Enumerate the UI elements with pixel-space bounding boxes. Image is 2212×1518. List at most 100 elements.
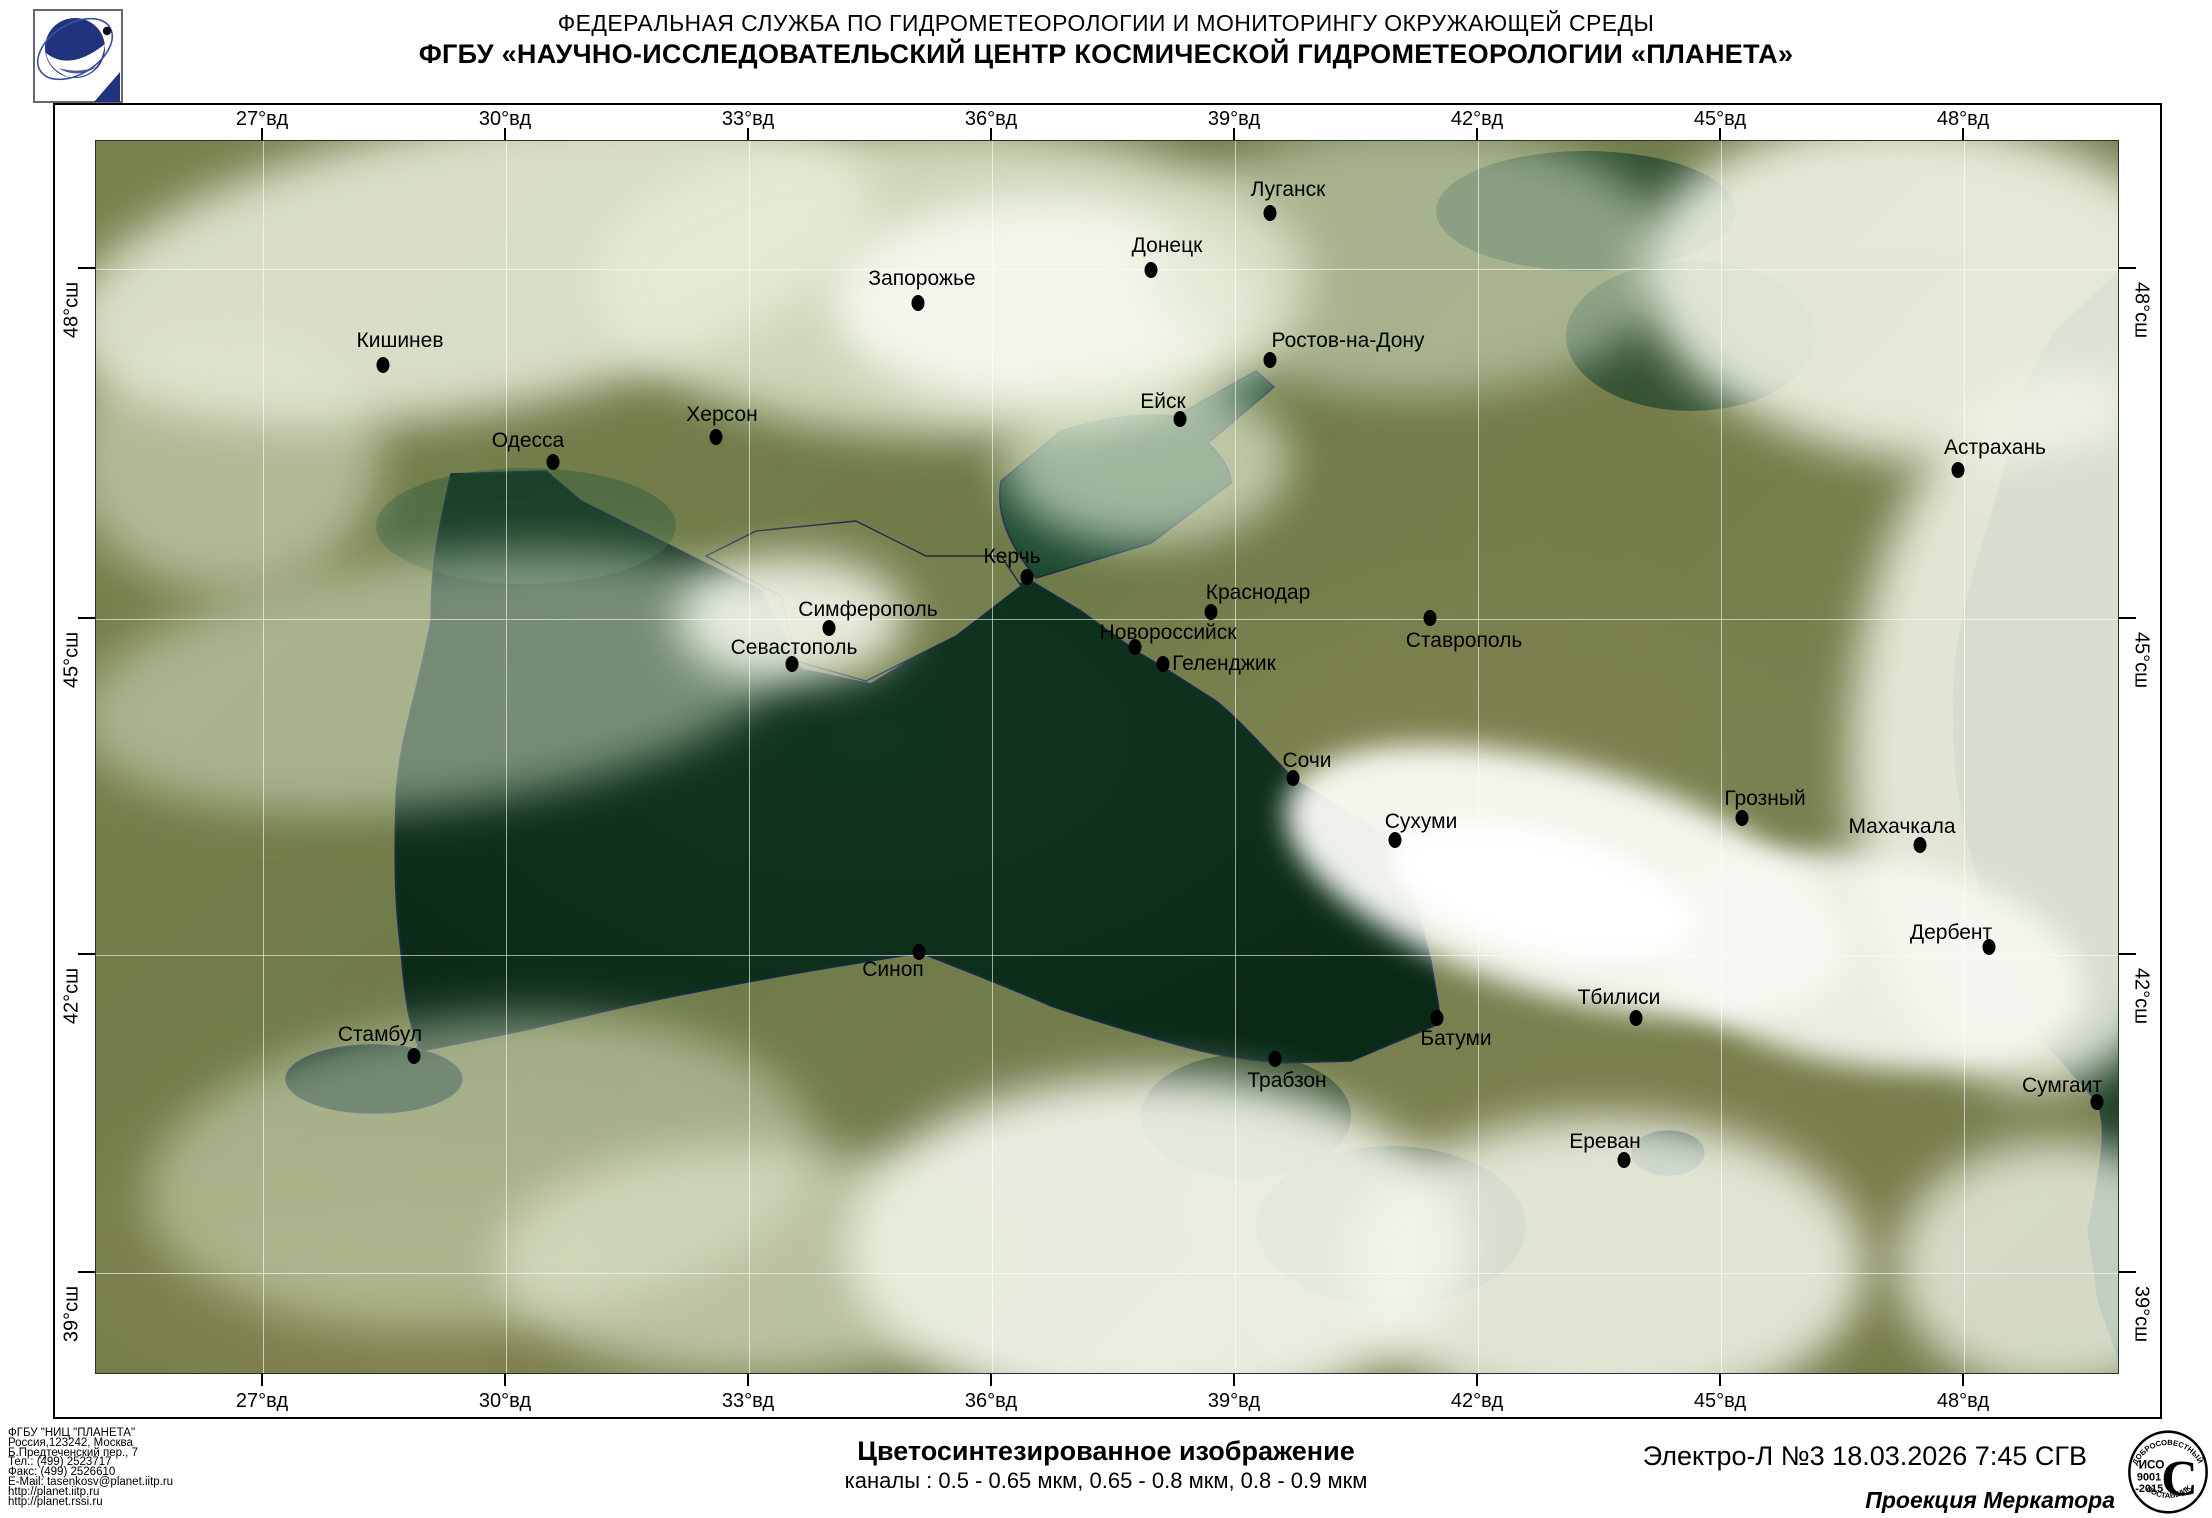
city-label: Луганск (1250, 178, 1326, 201)
meridian-line (1235, 141, 1236, 1373)
iso-big-letter: С (2161, 1451, 2197, 1507)
lon-label-top: 48°вд (1936, 108, 1990, 130)
lon-label-top: 39°вд (1207, 108, 1261, 130)
lon-tick-bottom (1233, 1374, 1235, 1386)
city-dot (1388, 832, 1402, 848)
lat-tick-left (78, 617, 95, 619)
lon-tick-top (1233, 128, 1235, 140)
lon-tick-bottom (1719, 1374, 1721, 1386)
city-dot (1268, 1051, 1282, 1067)
lon-tick-top (1476, 128, 1478, 140)
lon-tick-top (990, 128, 992, 140)
city-label: Сумгаит (2021, 1074, 2103, 1097)
city-dot (1423, 610, 1437, 626)
footer-contact-line: Факс: (499) 2526610 (8, 1466, 116, 1479)
footer-contact-line: E-Mail: tasenkosv@planet.iitp.ru (8, 1475, 174, 1488)
city-label: Грозный (1724, 787, 1806, 810)
city-dot (1020, 569, 1034, 585)
lon-tick-top (261, 128, 263, 140)
city-label: Дербент (1909, 921, 1993, 944)
lat-tick-right (2119, 1271, 2136, 1273)
city-label: Краснодар (1205, 581, 1311, 604)
lat-label-left: 48°сш (60, 281, 83, 339)
city-dot (1263, 352, 1277, 368)
parallel-line (96, 1273, 2118, 1274)
city-label: Махачкала (1848, 815, 1956, 838)
lon-label-bottom: 27°вд (235, 1390, 289, 1412)
lat-tick-left (78, 953, 95, 955)
city-label: Сухуми (1384, 810, 1458, 833)
lat-label-left: 39°сш (60, 1285, 83, 1343)
lon-label-bottom: 45°вд (1693, 1390, 1747, 1412)
city-label: Донецк (1131, 234, 1203, 257)
header-line1: ФЕДЕРАЛЬНАЯ СЛУЖБА ПО ГИДРОМЕТЕОРОЛОГИИ … (557, 10, 1655, 36)
city-label: Ереван (1569, 1130, 1641, 1153)
lat-label-right: 45°сш (2130, 631, 2153, 689)
city-dot (1913, 837, 1927, 853)
meridian-line (263, 141, 264, 1373)
lon-label-top: 45°вд (1693, 108, 1747, 130)
meridian-line (992, 141, 993, 1373)
iso-line3: -2015 (2135, 1483, 2163, 1495)
meridian-line (1478, 141, 1479, 1373)
parallel-line (96, 619, 2118, 620)
city-dot (1144, 262, 1158, 278)
sea-coastline-layer (285, 151, 2118, 1358)
lon-tick-top (1962, 128, 1964, 140)
footer-contact-line: Б.Предтеченский пер., 7 (8, 1446, 138, 1459)
lon-label-bottom: 39°вд (1207, 1390, 1261, 1412)
city-label: Ейск (1140, 390, 1186, 413)
city-label: Геленджик (1172, 652, 1276, 675)
city-dot (1617, 1152, 1631, 1168)
meridian-line (506, 141, 507, 1373)
city-label: Астрахань (1944, 436, 2046, 459)
lat-tick-right (2119, 617, 2136, 619)
lon-label-bottom: 36°вд (964, 1390, 1018, 1412)
lon-label-top: 36°вд (964, 108, 1018, 130)
footer-contact-line: http://planet.rssi.ru (8, 1495, 103, 1508)
city-dot (822, 620, 836, 636)
city-dot (1128, 639, 1142, 655)
city-dot (785, 656, 799, 672)
city-dot (546, 454, 560, 470)
city-label: Симферополь (798, 598, 938, 621)
lon-tick-top (1719, 128, 1721, 140)
satellite-datetime: Электро-Л №3 18.03.2026 7:45 СГВ (1642, 1441, 2087, 1471)
city-dot (1156, 656, 1170, 672)
projection-label: Проекция Меркатора (1865, 1487, 2115, 1513)
lat-tick-left (78, 267, 95, 269)
lon-label-bottom: 30°вд (478, 1390, 532, 1412)
city-label: Синоп (862, 958, 924, 981)
city-dot (1735, 810, 1749, 826)
city-label: Керчь (983, 545, 1041, 568)
header-line2: ФГБУ «НАУЧНО-ИССЛЕДОВАТЕЛЬСКИЙ ЦЕНТР КОС… (418, 39, 1794, 69)
city-dot (1173, 411, 1187, 427)
footer-contact-line: Тел.: (499) 2523717 (8, 1456, 112, 1469)
lon-tick-bottom (504, 1374, 506, 1386)
parallel-line (96, 955, 2118, 956)
lon-tick-bottom (1476, 1374, 1478, 1386)
city-label: Новороссийск (1099, 621, 1237, 644)
footer-contact-line: http://planet.iitp.ru (8, 1485, 100, 1498)
footer-contact-block: ФГБУ "НИЦ "ПЛАНЕТА" Россия,123242, Москва… (8, 1427, 174, 1508)
lat-label-right: 39°сш (2130, 1285, 2153, 1343)
lat-tick-right (2119, 953, 2136, 955)
city-label: Ростов-на-Дону (1271, 329, 1425, 352)
footer-contact-line: Россия,123242, Москва (8, 1436, 133, 1449)
city-label: Стамбул (337, 1023, 423, 1046)
lon-tick-bottom (990, 1374, 992, 1386)
lon-label-bottom: 48°вд (1936, 1390, 1990, 1412)
lat-label-left: 45°сш (60, 631, 83, 689)
parallel-line (96, 269, 2118, 270)
meridian-line (1721, 141, 1722, 1373)
city-dot (1951, 462, 1965, 478)
iso-line1: ИСО (2139, 1459, 2165, 1472)
city-dot (1430, 1010, 1444, 1026)
city-dot (376, 357, 390, 373)
lon-label-top: 33°вд (721, 108, 775, 130)
city-label: Трабзон (1247, 1069, 1327, 1092)
lon-label-bottom: 42°вд (1450, 1390, 1504, 1412)
city-label: Ставрополь (1405, 629, 1523, 652)
lon-tick-top (504, 128, 506, 140)
